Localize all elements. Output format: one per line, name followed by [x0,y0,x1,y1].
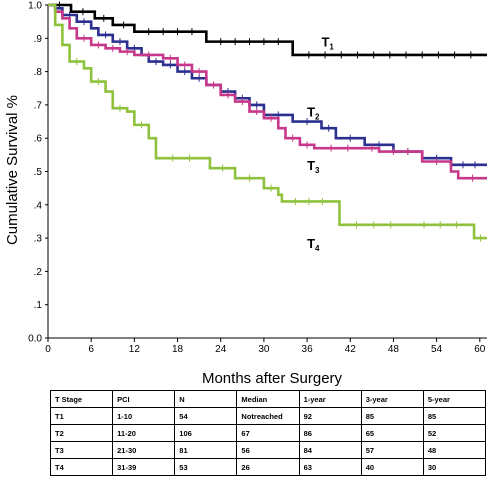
header-1-year: 1-year [298,390,362,408]
header-pci: PCI [112,390,176,408]
table-cell: 30 [422,458,487,476]
table-cell: T4 [49,458,114,476]
x-tick-label: 42 [345,344,357,355]
table-cell: 56 [236,441,300,459]
y-tick-label: .7 [34,100,43,111]
series-line-t3 [48,3,487,180]
series-line-t2 [48,3,487,167]
table-cell: 67 [236,424,300,442]
series-line-t4 [48,3,487,240]
table-cell: 52 [422,424,487,442]
y-tick-label: .1 [34,300,43,311]
x-tick-label: 6 [88,344,94,355]
table-row: T3 21-30 81 56 84 57 48 [49,441,487,459]
header-3-year: 3-year [360,390,424,408]
table-cell: 65 [360,424,424,442]
table-cell: 81 [174,441,238,459]
table-cell: 86 [298,424,362,442]
table-cell: 11-20 [112,424,176,442]
table-cell: 106 [174,424,238,442]
table-header-row: T Stage PCI N Median 1-year 3-year 5-yea… [49,390,487,408]
y-tick-label: .5 [34,167,43,178]
header-n: N [174,390,238,408]
table-cell: 84 [298,441,362,459]
table-cell: 57 [360,441,424,459]
x-tick-label: 36 [302,344,314,355]
table-cell: 26 [236,458,300,476]
x-tick-label: 18 [172,344,184,355]
table-cell: 48 [422,441,487,459]
table-cell: 85 [360,407,424,425]
header-median: Median [236,390,300,408]
series-label-t4: T4 [307,236,320,253]
table-cell: Notreached [236,407,300,425]
table-cell: 53 [174,458,238,476]
table-cell: 31-39 [112,458,176,476]
table-row: T4 31-39 53 26 63 40 30 [49,458,487,476]
x-tick-label: 48 [388,344,400,355]
y-tick-label: .6 [34,134,43,145]
x-tick-label: 54 [431,344,443,355]
table-cell: 92 [298,407,362,425]
y-tick-label: .2 [34,267,43,278]
y-tick-label: 0.0 [28,334,42,345]
x-tick-label: 24 [215,344,227,355]
header-t-stage: T Stage [49,390,114,408]
table-cell: 63 [298,458,362,476]
table-cell: 1-10 [112,407,176,425]
table-cell: 40 [360,458,424,476]
header-5-year: 5-year [422,390,487,408]
y-tick-label: .3 [34,234,43,245]
series-label-t2: T2 [307,105,320,122]
x-axis-title: Months after Surgery [202,370,343,387]
y-axis-title: Cumulative Survival % [4,95,21,245]
y-tick-label: 1.0 [28,1,42,12]
y-tick-label: .9 [34,34,43,45]
series-label-t3: T3 [307,158,320,175]
table-row: T1 1-10 54 Notreached 92 85 85 [49,407,487,425]
y-tick-label: .4 [34,200,43,211]
table-cell: 85 [422,407,487,425]
table-cell: T3 [49,441,114,459]
y-tick-label: .8 [34,67,43,78]
survival-summary-table: T Stage PCI N Median 1-year 3-year 5-yea… [49,390,487,476]
survival-chart: 0 6 12 18 24 30 36 42 48 54 60 0.0 .1 .2 .3 .4 .5 .6 .7 .8.… [4,1,487,387]
table-cell: T1 [49,407,114,425]
table-cell: 54 [174,407,238,425]
table-row: T2 11-20 106 67 86 65 52 [49,424,487,442]
table-cell: 21-30 [112,441,176,459]
table-cell: T2 [49,424,114,442]
x-tick-label: 0 [45,344,51,355]
x-tick-label: 12 [129,344,141,355]
x-tick-label: 60 [474,344,486,355]
series-label-t1: T1 [321,35,334,52]
x-tick-label: 30 [258,344,270,355]
